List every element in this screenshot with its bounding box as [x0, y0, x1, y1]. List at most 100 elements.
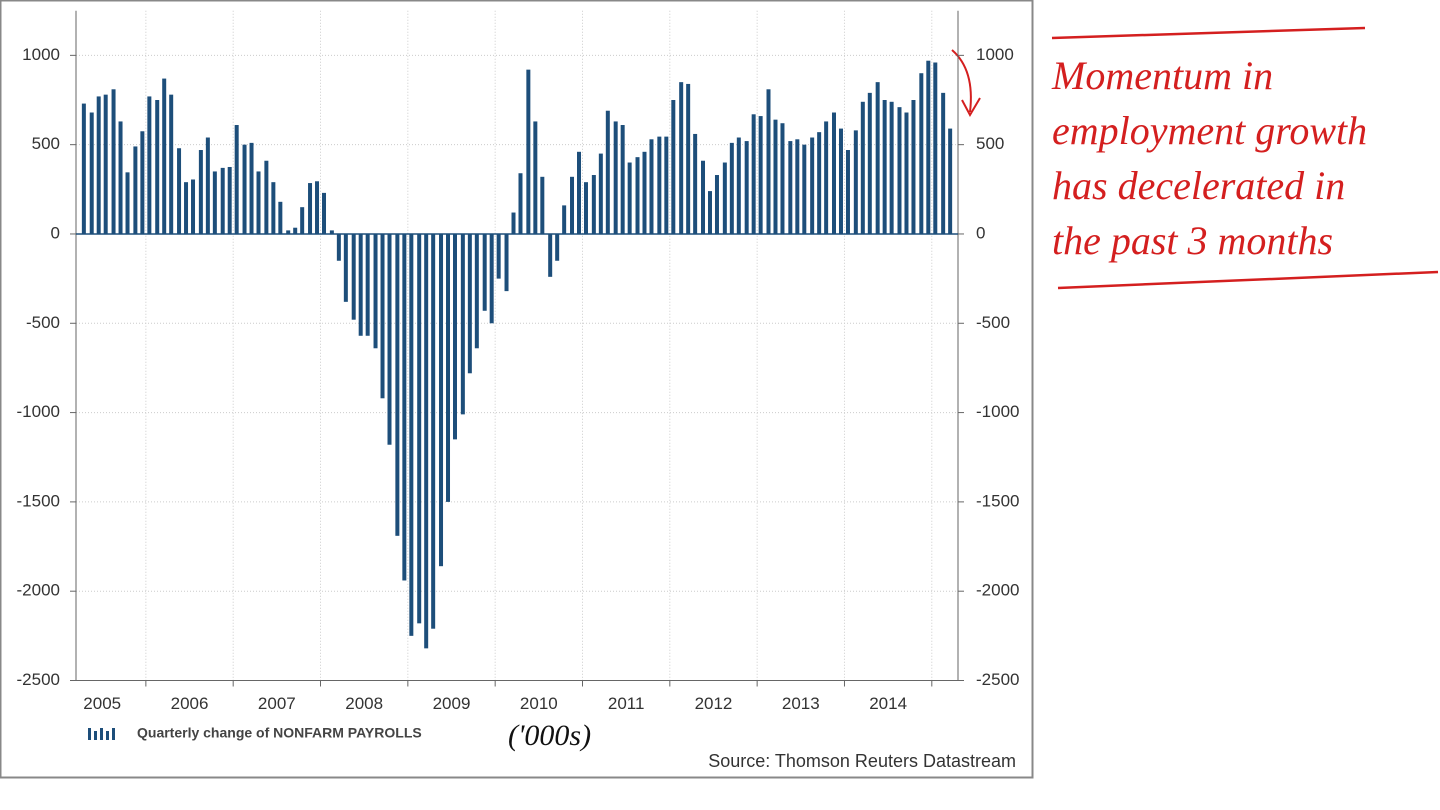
bar	[496, 233, 501, 279]
y-tick-label: -1000	[17, 402, 60, 421]
x-tick-label: 2010	[520, 694, 558, 713]
bar	[773, 119, 778, 234]
bar	[351, 233, 356, 320]
bar	[220, 167, 225, 234]
bar	[373, 233, 378, 349]
bar	[627, 162, 632, 234]
bar	[744, 141, 749, 234]
y-tick-label: -2500	[17, 670, 60, 689]
bar	[518, 173, 523, 234]
bar	[707, 191, 712, 234]
y-tick-label: -2000	[17, 581, 60, 600]
arrow	[951, 49, 981, 118]
bar	[452, 233, 457, 440]
bar	[482, 233, 487, 311]
bar	[882, 100, 887, 234]
bar	[300, 207, 305, 234]
bar	[591, 175, 596, 234]
bar	[919, 73, 924, 234]
bar	[322, 192, 327, 234]
annotation: the past 3 months	[1052, 218, 1333, 263]
bar	[511, 212, 516, 234]
y-tick-label: -500	[26, 313, 60, 332]
underline-bottom	[1057, 270, 1439, 290]
bar	[540, 176, 545, 234]
bar	[570, 176, 575, 234]
bar	[293, 227, 298, 234]
bar	[460, 233, 465, 415]
bar	[431, 233, 436, 629]
bar	[583, 182, 588, 234]
legend-icon	[112, 728, 115, 740]
legend-icon	[88, 728, 91, 740]
y2-tick-label: 0	[976, 223, 985, 242]
bar	[562, 205, 567, 234]
bar	[802, 144, 807, 234]
bar	[831, 112, 836, 234]
bar	[227, 166, 232, 234]
bar	[308, 183, 313, 234]
bar	[89, 112, 94, 234]
bar	[336, 233, 341, 261]
bar	[795, 139, 800, 234]
bar	[271, 182, 276, 234]
bar	[380, 233, 385, 399]
bar	[838, 128, 843, 234]
bar	[395, 233, 400, 536]
annotation: has decelerated in	[1052, 163, 1345, 208]
bar	[424, 233, 429, 649]
bar	[118, 121, 123, 234]
underline-top	[1051, 26, 1366, 40]
bar	[533, 121, 538, 234]
bar	[926, 60, 931, 234]
bar	[402, 233, 407, 581]
bar	[474, 233, 479, 349]
bar	[125, 172, 130, 234]
bar	[387, 233, 392, 445]
y-tick-label: 1000	[22, 45, 60, 64]
bar	[657, 136, 662, 234]
bar	[242, 144, 247, 234]
legend-label: Quarterly change of NONFARM PAYROLLS	[137, 725, 422, 741]
bar	[766, 89, 771, 234]
y2-tick-label: -2000	[976, 581, 1019, 600]
y-tick-label: -1500	[17, 491, 60, 510]
legend-icon	[106, 731, 109, 740]
bar	[860, 101, 865, 234]
bar	[613, 121, 618, 234]
bar	[810, 137, 815, 234]
bar	[824, 121, 829, 234]
x-tick-label: 2009	[433, 694, 471, 713]
y-tick-label: 0	[51, 223, 60, 242]
bar	[169, 94, 174, 234]
x-tick-label: 2007	[258, 694, 296, 713]
bar	[147, 96, 152, 234]
bar	[446, 233, 451, 502]
bar	[358, 233, 363, 336]
bar	[635, 157, 640, 234]
bar	[817, 132, 822, 234]
bar	[96, 96, 101, 234]
bar	[664, 136, 669, 234]
legend-icon	[100, 728, 103, 740]
y2-tick-label: 500	[976, 134, 1004, 153]
x-tick-label: 2011	[608, 694, 645, 713]
units-note: ('000s)	[508, 719, 591, 752]
bar	[642, 151, 647, 234]
bar	[409, 233, 414, 636]
x-tick-label: 2008	[345, 694, 383, 713]
bar	[853, 130, 858, 234]
annotation-decor	[951, 26, 1439, 290]
bar	[686, 83, 691, 234]
y2-tick-label: -1500	[976, 491, 1019, 510]
y2-tick-label: 1000	[976, 45, 1014, 64]
x-tick-label: 2012	[695, 694, 733, 713]
bar	[671, 100, 676, 234]
bar	[714, 175, 719, 234]
bar	[751, 114, 756, 234]
bar	[701, 160, 706, 234]
bar	[845, 150, 850, 234]
annotation: employment growth	[1052, 108, 1367, 153]
bar	[184, 182, 189, 234]
